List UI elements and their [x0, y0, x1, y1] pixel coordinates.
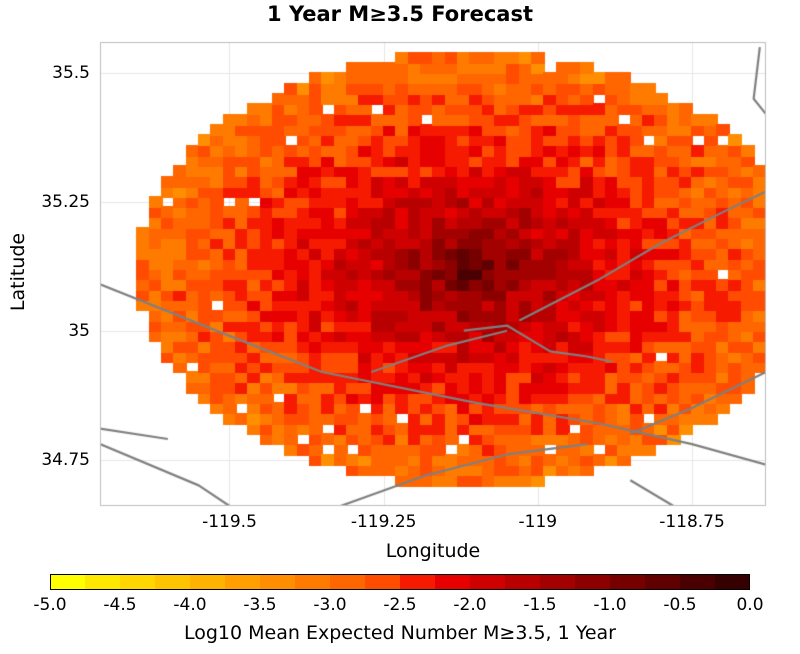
colorbar-tick-label: -2.0: [453, 595, 487, 615]
colorbar-swatch: [260, 574, 296, 590]
colorbar-label: Log10 Mean Expected Number M≥3.5, 1 Year: [184, 622, 616, 644]
colorbar-swatch: [435, 574, 471, 590]
colorbar-swatch: [155, 574, 191, 590]
y-tick-label: 35.25: [41, 191, 90, 212]
y-tick-label: 35.5: [52, 62, 90, 83]
colorbar-tick-label: -4.5: [103, 595, 137, 615]
colorbar: [50, 574, 750, 590]
colorbar-tick-label: -0.5: [663, 595, 697, 615]
y-axis-label: Latitude: [7, 232, 29, 312]
colorbar-swatch: [645, 574, 681, 590]
colorbar-swatch: [400, 574, 436, 590]
colorbar-swatch: [680, 574, 716, 590]
x-tick-label: -119: [518, 512, 558, 532]
colorbar-swatch: [190, 574, 226, 590]
colorbar-swatch: [225, 574, 261, 590]
colorbar-tick-label: -5.0: [33, 595, 67, 615]
colorbar-swatch: [715, 574, 750, 590]
colorbar-tick-label: -3.5: [243, 595, 277, 615]
colorbar-swatch: [540, 574, 576, 590]
x-tick-label: -119.5: [202, 512, 257, 532]
colorbar-swatch: [295, 574, 331, 590]
x-axis-label: Longitude: [385, 540, 481, 562]
colorbar-tick-label: -2.5: [383, 595, 417, 615]
colorbar-border: [50, 574, 750, 590]
colorbar-swatch: [85, 574, 121, 590]
y-tick-label: 34.75: [41, 449, 90, 470]
colorbar-swatch: [505, 574, 541, 590]
colorbar-swatch: [120, 574, 156, 590]
colorbar-swatch: [330, 574, 366, 590]
colorbar-swatch: [575, 574, 611, 590]
y-tick-label: 35: [68, 320, 90, 341]
colorbar-tick-label: 0.0: [736, 595, 764, 615]
colorbar-tick-label: -1.0: [593, 595, 627, 615]
colorbar-swatch: [610, 574, 646, 590]
colorbar-swatch: [470, 574, 506, 590]
colorbar-tick-label: -3.0: [313, 595, 347, 615]
x-tick-label: -118.75: [659, 512, 725, 532]
colorbar-tick-label: -4.0: [173, 595, 207, 615]
colorbar-swatch: [365, 574, 401, 590]
colorbar-swatch: [50, 574, 86, 590]
chart-title: 1 Year M≥3.5 Forecast: [267, 2, 533, 26]
x-tick-label: -119.25: [350, 512, 417, 532]
colorbar-tick-label: -1.5: [523, 595, 557, 615]
